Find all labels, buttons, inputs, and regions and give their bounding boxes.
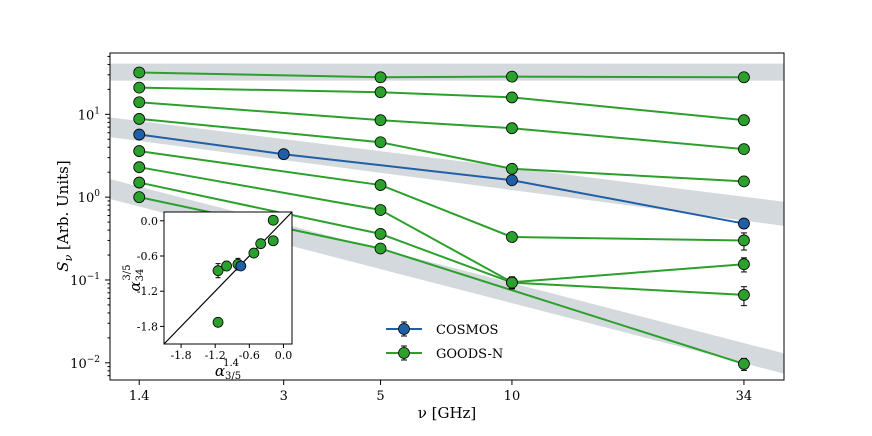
inset-ticks: -1.8 -1.8 -1.2 -1.2 -0.6 -0.6 0.0 0.0 xyxy=(137,215,292,362)
data-point-0-2 xyxy=(506,70,518,83)
data-point-3-3 xyxy=(738,175,750,188)
x-tick-label: 1.4 xyxy=(129,389,150,404)
identity-line xyxy=(163,211,293,345)
plot-frame xyxy=(109,52,785,381)
data-point-5-3 xyxy=(738,234,750,247)
y-tick-label: 101 xyxy=(78,106,100,123)
data-point-1-1 xyxy=(374,86,387,99)
data-point-4-1 xyxy=(277,148,290,161)
data-point-1-0 xyxy=(133,81,146,94)
data-point-6-1 xyxy=(374,204,387,216)
data-point-1-2 xyxy=(506,91,518,104)
x-tick-label: 34 xyxy=(736,389,753,404)
legend-marker-goods xyxy=(398,347,410,359)
data-point-8-1 xyxy=(374,242,387,255)
series-lines xyxy=(139,71,745,365)
data-point-3-1 xyxy=(374,136,387,149)
inset-x-tick-label: -1.8 xyxy=(170,349,191,362)
series-points xyxy=(133,66,750,371)
data-point-4-2 xyxy=(506,174,518,187)
data-point-4-3 xyxy=(738,217,750,230)
inset-y-tick-label: -0.6 xyxy=(137,250,158,263)
data-point-0-3 xyxy=(738,71,750,84)
series-line-7 xyxy=(139,181,744,296)
inset-identity-line xyxy=(163,211,293,345)
legend-marker-cosmos xyxy=(398,323,410,335)
inset-point-8 xyxy=(267,214,279,226)
data-point-7-1 xyxy=(374,227,387,240)
legend-entry-goods: GOODS-N xyxy=(386,345,503,362)
x-axis-ticks: 1.4 3 5 10 34 xyxy=(129,380,752,404)
data-point-3-2 xyxy=(506,162,518,175)
x-tick-label: 10 xyxy=(504,389,521,404)
y-tick-label: 10−1 xyxy=(70,272,100,289)
series-line-6 xyxy=(139,166,745,284)
y-axis-ticks: 10−2 10−1 100 101 xyxy=(70,55,110,377)
data-point-7-3 xyxy=(738,289,750,301)
series-line-3 xyxy=(139,117,744,183)
data-point-2-0 xyxy=(133,96,146,109)
inset-points xyxy=(212,214,279,328)
inset-x-label: α3/51.4 xyxy=(215,358,241,382)
inset-x-tick-label: -0.6 xyxy=(239,349,260,362)
data-point-2-1 xyxy=(374,114,387,127)
inset-frame xyxy=(163,211,293,345)
data-point-6-3 xyxy=(738,258,750,271)
data-point-7-2 xyxy=(506,276,518,289)
data-point-5-2 xyxy=(506,231,518,243)
data-point-8-0 xyxy=(133,191,146,204)
legend-entry-cosmos: COSMOS xyxy=(386,321,498,338)
series-line-2 xyxy=(139,101,745,151)
data-point-5-1 xyxy=(374,179,387,191)
data-point-8-2 xyxy=(738,358,750,370)
data-point-6-0 xyxy=(133,161,146,174)
data-point-2-3 xyxy=(738,143,750,156)
inset-x-tick-label: 0.0 xyxy=(275,349,293,362)
series-line-5 xyxy=(139,150,744,242)
data-point-0-1 xyxy=(374,71,387,84)
data-point-1-3 xyxy=(738,114,750,127)
inset-y-label: α343/5 xyxy=(122,265,146,292)
x-axis-label: ν [GHz] xyxy=(418,404,477,422)
inset-plot: -1.8 -1.8 -1.2 -1.2 -0.6 -0.6 0.0 0.0 α3/51.4 α… xyxy=(122,211,293,382)
inset-x-tick-label: -1.2 xyxy=(205,349,226,362)
y-tick-label: 100 xyxy=(78,189,101,206)
inset-y-tick-label: 0.0 xyxy=(141,215,159,228)
x-tick-label: 3 xyxy=(280,389,288,404)
data-point-3-0 xyxy=(133,113,146,125)
series-line-0 xyxy=(139,71,744,79)
data-point-4-0 xyxy=(133,128,146,141)
inset-y-tick-label: -1.8 xyxy=(137,320,158,333)
legend: COSMOS GOODS-N xyxy=(372,312,542,370)
data-point-7-0 xyxy=(133,176,146,189)
inset-point-7 xyxy=(267,235,279,247)
inset-point-0 xyxy=(212,316,224,328)
y-tick-label: 10−2 xyxy=(70,355,100,372)
inset-y-tick-label: -1.2 xyxy=(137,285,158,298)
data-point-5-0 xyxy=(133,145,146,157)
legend-label-goods: GOODS-N xyxy=(436,347,503,362)
legend-label-cosmos: COSMOS xyxy=(436,323,498,338)
y-axis-label: Sν [Arb. Units] xyxy=(54,160,75,271)
inset-point-2 xyxy=(221,260,232,272)
data-point-0-0 xyxy=(133,66,146,79)
inset-point-6 xyxy=(255,238,267,250)
inset-point-4 xyxy=(235,260,247,272)
series-line-1 xyxy=(139,86,745,122)
x-tick-label: 5 xyxy=(376,389,384,404)
series-line-4 xyxy=(139,133,745,225)
inset-point-1 xyxy=(212,265,224,277)
data-point-2-2 xyxy=(506,122,518,135)
inset-point-5 xyxy=(248,247,260,259)
